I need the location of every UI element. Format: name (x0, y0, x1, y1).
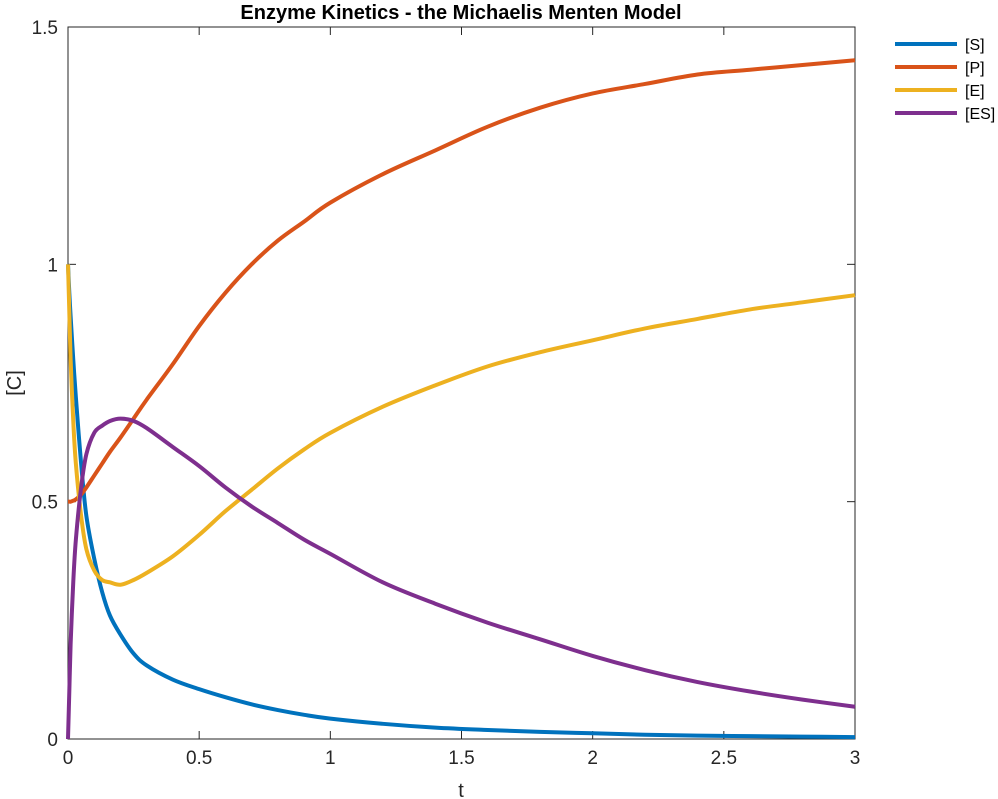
series-line-2 (66, 264, 856, 587)
series-line-0 (66, 264, 856, 740)
y-axis-label: [C] (4, 370, 26, 396)
legend-label: [P] (965, 60, 985, 77)
y-tick-label: 0.5 (32, 493, 58, 514)
x-tick-label: 0 (63, 748, 74, 769)
x-axis-label: t (458, 780, 464, 799)
x-tick-label: 2 (587, 748, 598, 769)
x-tick-label: 1.5 (448, 748, 474, 769)
x-tick-label: 2.5 (711, 748, 737, 769)
y-tick-label: 0 (47, 730, 58, 751)
legend-label: [E] (965, 83, 985, 100)
y-tick-label: 1 (47, 255, 58, 276)
legend: [S] [P] [E] [ES] (895, 37, 995, 123)
x-tick-label: 3 (850, 748, 861, 769)
chart-title: Enzyme Kinetics - the Michaelis Menten M… (240, 2, 681, 24)
plot-area (67, 26, 856, 740)
legend-label: [ES] (965, 106, 995, 123)
x-tick-label: 1 (325, 748, 336, 769)
series-layer (66, 58, 856, 740)
x-tick-label: 0.5 (186, 748, 212, 769)
legend-label: [S] (965, 37, 985, 54)
series-line-3 (66, 416, 856, 740)
y-tick-label: 1.5 (32, 18, 58, 39)
